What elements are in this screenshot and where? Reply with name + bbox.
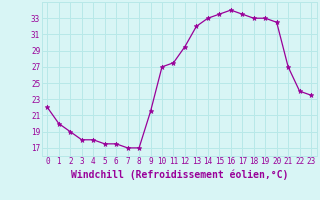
X-axis label: Windchill (Refroidissement éolien,°C): Windchill (Refroidissement éolien,°C) (70, 169, 288, 180)
